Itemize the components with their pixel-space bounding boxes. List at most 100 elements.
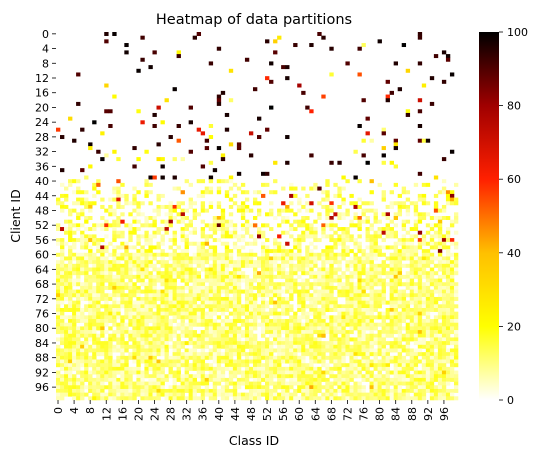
heatmap-cell xyxy=(361,296,366,301)
heatmap-cell xyxy=(244,274,250,279)
heatmap-cell xyxy=(381,278,386,283)
heatmap-cell xyxy=(132,385,137,390)
heatmap-cell xyxy=(116,392,121,397)
heatmap-cell xyxy=(261,388,266,393)
heatmap-cell xyxy=(325,370,330,375)
heatmap-cell xyxy=(445,392,451,397)
heatmap-cell xyxy=(357,219,362,224)
heatmap-cell xyxy=(160,241,165,246)
heatmap-cell xyxy=(285,65,290,70)
heatmap-cell xyxy=(240,201,246,206)
heatmap-cell xyxy=(180,230,185,235)
heatmap-cell xyxy=(361,219,366,224)
heatmap-cell xyxy=(329,348,334,353)
heatmap-cell xyxy=(240,333,246,338)
heatmap-cell xyxy=(200,234,206,239)
heatmap-cell xyxy=(329,330,334,335)
heatmap-cell xyxy=(96,366,101,371)
heatmap-cell xyxy=(252,388,258,393)
heatmap-cell xyxy=(180,396,185,401)
heatmap-cell xyxy=(265,352,270,357)
heatmap-cell xyxy=(216,223,222,228)
heatmap-cell xyxy=(116,190,121,195)
heatmap-cell xyxy=(421,330,427,335)
y-tick-label: 52 xyxy=(35,219,49,232)
heatmap-cell xyxy=(329,344,334,349)
heatmap-cell xyxy=(289,348,294,353)
heatmap-cell xyxy=(337,311,342,316)
heatmap-cell xyxy=(389,278,394,283)
heatmap-cell xyxy=(220,352,226,357)
heatmap-cell xyxy=(248,330,254,335)
heatmap-cell xyxy=(184,374,189,379)
heatmap-cell xyxy=(128,238,133,243)
heatmap-cell xyxy=(212,278,218,283)
heatmap-cell xyxy=(261,385,266,390)
heatmap-cell xyxy=(184,341,189,346)
heatmap-cell xyxy=(184,300,189,305)
heatmap-cell xyxy=(413,245,419,250)
heatmap-cell xyxy=(417,337,423,342)
heatmap-cell xyxy=(381,311,386,316)
heatmap-cell xyxy=(337,263,342,268)
heatmap-cell xyxy=(285,135,290,140)
heatmap-cell xyxy=(333,322,338,327)
heatmap-cell xyxy=(381,322,386,327)
heatmap-cell xyxy=(188,219,193,224)
heatmap-cell xyxy=(353,392,358,397)
heatmap-cell xyxy=(136,204,141,209)
heatmap-cell xyxy=(60,296,65,301)
heatmap-cell xyxy=(160,366,165,371)
heatmap-cell xyxy=(100,374,105,379)
heatmap-cell xyxy=(176,392,181,397)
heatmap-cell xyxy=(244,396,250,401)
heatmap-cell xyxy=(132,201,137,206)
heatmap-cell xyxy=(433,204,439,209)
heatmap-cell xyxy=(433,271,439,276)
heatmap-cell xyxy=(265,39,270,44)
heatmap-cell xyxy=(321,355,326,360)
heatmap-cell xyxy=(385,348,390,353)
heatmap-cell xyxy=(92,388,97,393)
heatmap-cell xyxy=(244,337,250,342)
heatmap-cell xyxy=(116,216,121,220)
heatmap-cell xyxy=(333,300,338,305)
heatmap-cell xyxy=(449,370,455,375)
heatmap-cell xyxy=(240,377,246,382)
heatmap-cell xyxy=(124,193,129,198)
heatmap-cell xyxy=(176,366,181,371)
heatmap-cell xyxy=(353,245,358,250)
heatmap-cell xyxy=(365,245,370,250)
heatmap-cell xyxy=(389,274,394,279)
heatmap-cell xyxy=(429,388,435,393)
heatmap-cell xyxy=(425,355,431,360)
heatmap-cell xyxy=(88,300,93,305)
heatmap-cell xyxy=(261,234,266,239)
heatmap-cell xyxy=(104,377,109,382)
heatmap-cell xyxy=(60,381,65,386)
heatmap-cell xyxy=(445,263,451,268)
heatmap-cell xyxy=(301,322,306,327)
heatmap-cell xyxy=(96,296,101,301)
heatmap-cell xyxy=(297,308,302,312)
heatmap-cell xyxy=(144,326,149,331)
heatmap-cell xyxy=(164,363,169,368)
heatmap-cell xyxy=(104,341,109,346)
heatmap-cell xyxy=(248,308,254,312)
heatmap-cell xyxy=(313,377,318,382)
heatmap-cell xyxy=(357,46,362,51)
heatmap-cell xyxy=(252,197,258,202)
heatmap-cell xyxy=(56,311,61,316)
heatmap-cell xyxy=(168,135,173,140)
heatmap-cell xyxy=(132,186,137,191)
heatmap-cell xyxy=(156,333,161,338)
heatmap-cell xyxy=(285,274,290,279)
heatmap-cell xyxy=(389,285,394,290)
heatmap-cell xyxy=(148,282,153,287)
heatmap-cell xyxy=(369,267,374,272)
heatmap-cell xyxy=(252,300,258,305)
heatmap-cell xyxy=(220,267,226,272)
heatmap-cell xyxy=(68,278,73,283)
heatmap-cell xyxy=(325,190,330,195)
heatmap-cell xyxy=(212,252,218,257)
